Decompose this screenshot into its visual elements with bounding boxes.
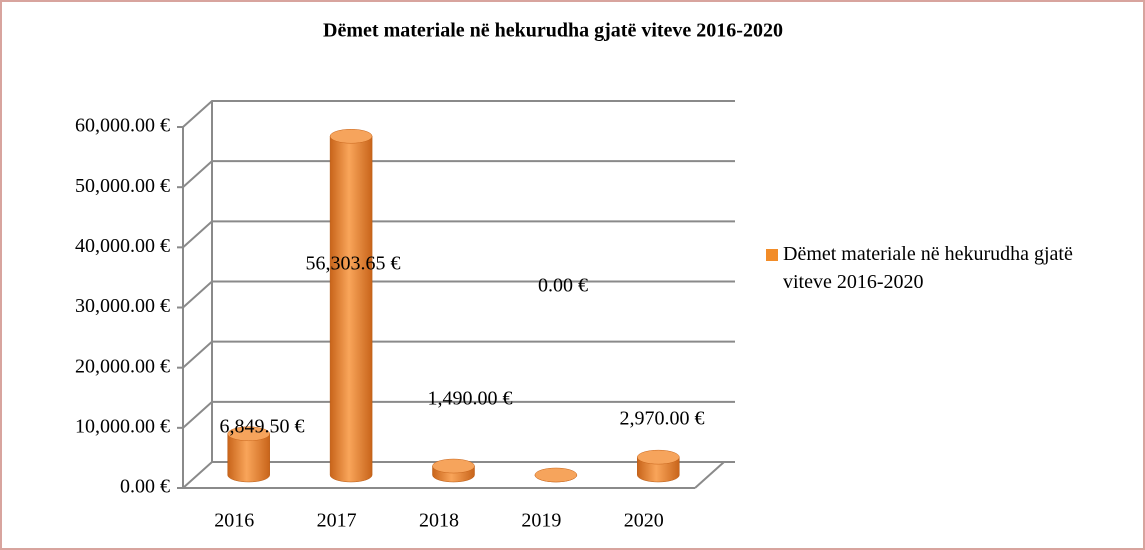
grid-line — [182, 100, 735, 128]
legend: Dëmet materiale në hekurudha gjatë vitev… — [766, 240, 1096, 296]
legend-swatch — [766, 249, 778, 261]
grid-line — [182, 461, 735, 489]
x-tick-label: 2017 — [317, 510, 357, 532]
x-tick-label: 2019 — [521, 510, 561, 532]
grid-line — [182, 220, 735, 249]
bar — [227, 433, 270, 483]
y-tick-label: 0.00 € — [120, 476, 170, 498]
data-label: 2,970.00 € — [620, 408, 705, 430]
bar-top — [227, 426, 270, 442]
bar-top — [534, 467, 578, 483]
y-tick-label: 30,000.00 € — [75, 295, 170, 317]
y-tick-label: 50,000.00 € — [75, 175, 170, 197]
y-tick-label: 20,000.00 € — [75, 355, 170, 377]
grid-line — [182, 400, 735, 429]
data-label: 0.00 € — [538, 275, 588, 297]
x-tick-label: 2018 — [419, 510, 459, 532]
data-label: 1,490.00 € — [428, 388, 513, 410]
y-tick-label: 60,000.00 € — [75, 115, 170, 137]
bar-top — [329, 128, 373, 144]
x-tick-label: 2020 — [624, 510, 664, 532]
legend-label: Dëmet materiale në hekurudha gjatë vitev… — [783, 243, 1073, 293]
grid-line — [182, 160, 735, 188]
data-label: 6,849.50 € — [220, 416, 305, 438]
y-tick-label: 40,000.00 € — [75, 235, 170, 257]
bar-top — [637, 449, 680, 465]
bar-top — [432, 458, 475, 474]
axis-line — [694, 461, 725, 489]
bar — [329, 135, 373, 483]
data-label: 56,303.65 € — [306, 253, 401, 275]
chart-title: Dëmet materiale në hekurudha gjatë vitev… — [323, 20, 783, 42]
grid-line — [182, 340, 735, 369]
grid-line — [182, 280, 735, 309]
x-tick-label: 2016 — [214, 510, 254, 532]
y-tick-label: 10,000.00 € — [75, 415, 170, 437]
